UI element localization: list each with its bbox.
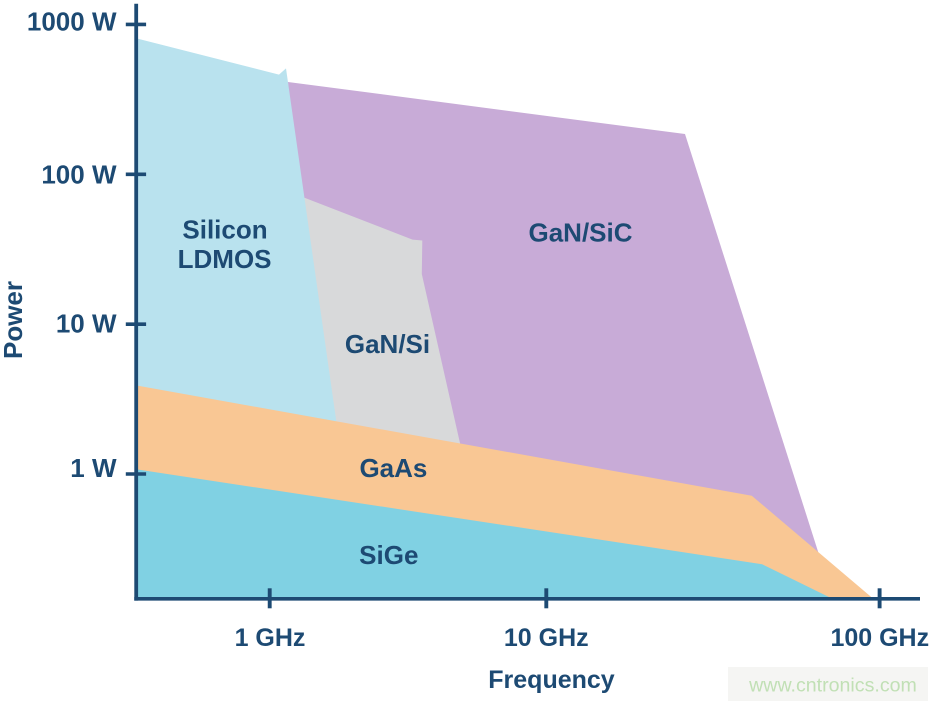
- svg-text:www.cntronics.com: www.cntronics.com: [748, 675, 917, 697]
- svg-text:GaN/SiC: GaN/SiC: [528, 217, 632, 247]
- svg-text:1 W: 1 W: [70, 453, 117, 483]
- svg-text:1000 W: 1000 W: [27, 7, 117, 37]
- svg-text:10 W: 10 W: [56, 308, 117, 338]
- svg-text:Power: Power: [0, 281, 28, 359]
- svg-text:Frequency: Frequency: [488, 666, 615, 694]
- svg-text:SiGe: SiGe: [359, 540, 418, 570]
- svg-text:LDMOS: LDMOS: [178, 244, 272, 274]
- svg-text:100 GHz: 100 GHz: [830, 624, 929, 652]
- svg-text:Silicon: Silicon: [182, 214, 267, 244]
- svg-text:GaAs: GaAs: [359, 453, 427, 483]
- svg-text:1 GHz: 1 GHz: [235, 624, 306, 652]
- svg-text:100 W: 100 W: [41, 160, 117, 190]
- svg-text:10 GHz: 10 GHz: [504, 624, 589, 652]
- svg-text:GaN/Si: GaN/Si: [345, 329, 430, 359]
